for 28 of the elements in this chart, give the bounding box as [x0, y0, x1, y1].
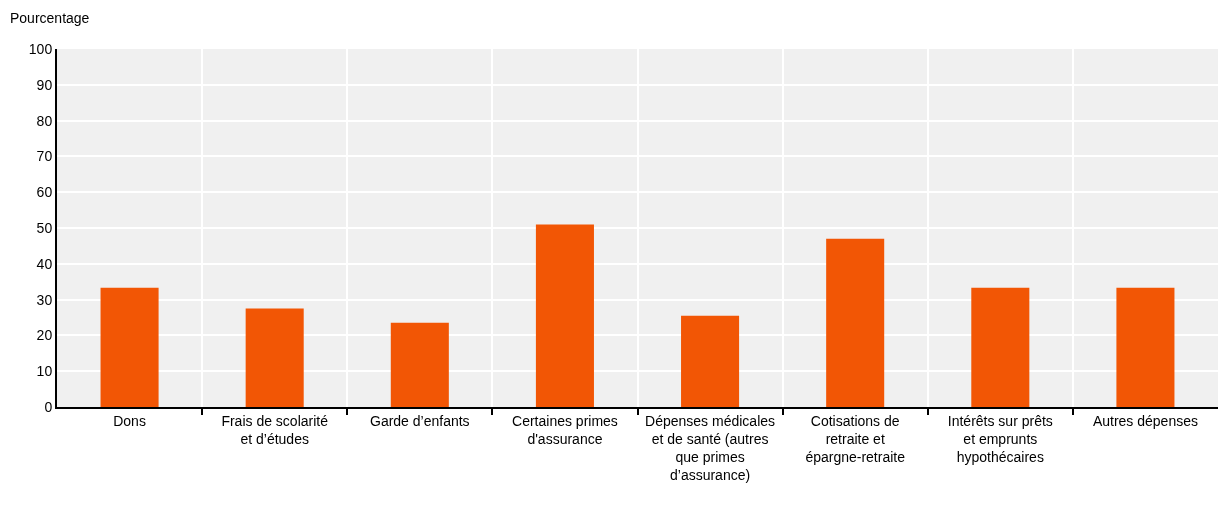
y-tick-label: 0 [44, 398, 53, 415]
y-tick-label: 10 [36, 363, 53, 380]
y-tick-label: 30 [36, 291, 53, 308]
y-tick-label: 80 [36, 112, 53, 129]
x-tick-label: Garde d’enfants [370, 412, 470, 429]
y-axis-title: Pourcentage [10, 10, 90, 26]
bar [535, 224, 594, 407]
y-tick-label: 100 [28, 40, 53, 57]
y-tick-label: 20 [36, 327, 53, 344]
bar [245, 308, 304, 407]
y-tick-label: 90 [36, 76, 53, 93]
x-tick-label: Frais de scolarité et d’études [221, 412, 329, 447]
bar [971, 287, 1030, 407]
bar [1116, 287, 1175, 407]
y-tick-label: 40 [36, 255, 53, 272]
x-tick-label: Cotisations de retraite et épargne-retraite [805, 412, 906, 466]
x-tick-label: Intérêts sur prêts et emprunts hypothécaires [947, 412, 1053, 466]
x-tick-label: Certaines primes d'assurance [512, 412, 618, 447]
bar [390, 322, 449, 407]
y-tick-label: 50 [36, 219, 53, 236]
y-tick-label: 70 [36, 148, 53, 165]
bar [681, 315, 740, 407]
y-tick-label: 60 [36, 184, 53, 201]
x-tick-label: Dons [113, 412, 146, 429]
bar [826, 238, 885, 407]
bar [100, 287, 159, 407]
x-tick-label: Dépenses médicales et de santé (autres que primes d’assurance) [645, 412, 776, 484]
x-tick-label: Autres dépenses [1092, 412, 1198, 429]
